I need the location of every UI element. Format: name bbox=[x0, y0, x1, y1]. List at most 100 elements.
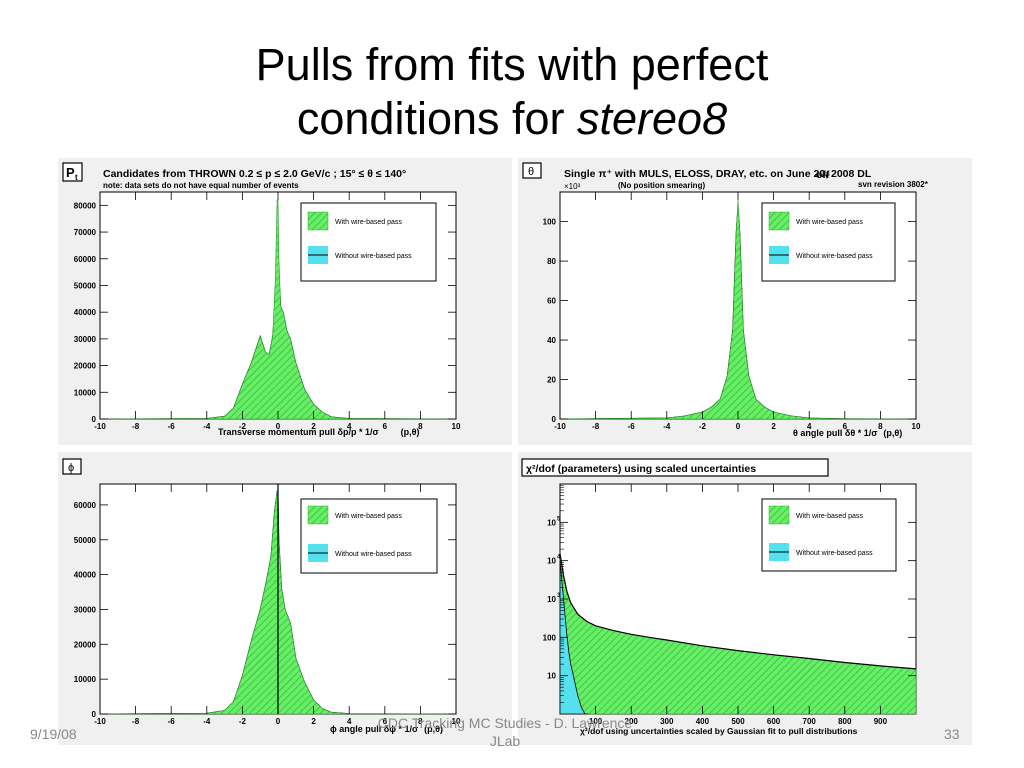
footer-center-line-1: CDC Tracking MC Studies - D. Lawrence bbox=[377, 715, 633, 731]
theta-xtick-label: 2 bbox=[771, 422, 776, 431]
panel-pt-label-sub: t bbox=[75, 173, 78, 182]
theta-legend: With wire-based pass Without wire-based … bbox=[761, 202, 896, 282]
chi2-xtick-label: 900 bbox=[874, 717, 888, 726]
theta-xtick-label: -2 bbox=[699, 422, 707, 431]
chi2-ytick-label: 10 bbox=[547, 518, 556, 527]
chi2-legend: With wire-based pass Without wire-based … bbox=[761, 498, 897, 572]
pt-xtick-label: 2 bbox=[311, 422, 316, 431]
title-line-2-prefix: conditions for bbox=[296, 93, 578, 144]
pt-xtick-label: 10 bbox=[452, 422, 461, 431]
phi-ytick-label: 60000 bbox=[74, 501, 97, 510]
phi-xtick-label: -10 bbox=[94, 717, 106, 726]
panel-pt-pull: P t Candidates from THROWN 0.2 ≤ p ≤ 2.0… bbox=[58, 158, 512, 445]
chi2-ytick-label: 10 bbox=[547, 595, 556, 604]
panel-pt-header: Candidates from THROWN 0.2 ≤ p ≤ 2.0 GeV… bbox=[103, 168, 406, 180]
chi2-ytick-exponent: 3 bbox=[557, 593, 561, 599]
theta-ytick-label: 80 bbox=[547, 257, 556, 266]
phi-ytick-label: 0 bbox=[92, 710, 97, 719]
phi-xlabel-a: ϕ angle pull δϕ * 1/σ bbox=[330, 724, 418, 734]
panel-pt-label-box: P t bbox=[62, 162, 83, 182]
panel-theta-label-box: θ bbox=[522, 162, 542, 179]
chi2-ytick-exponent: 4 bbox=[557, 555, 561, 561]
theta-ytick-label: 20 bbox=[547, 376, 556, 385]
theta-y-exponent: ×10³ bbox=[564, 182, 581, 191]
theta-xtick-label: 4 bbox=[807, 422, 812, 431]
pt-ytick-label: 0 bbox=[92, 415, 97, 424]
chi2-xlabel: χ²/dof using uncertainties scaled by Gau… bbox=[580, 726, 858, 736]
footer-page-number: 33 bbox=[944, 726, 960, 742]
chi2-xtick-label: 300 bbox=[660, 717, 674, 726]
title-line-1: Pulls from fits with perfect bbox=[255, 39, 769, 90]
chi2-ytick-label: 100 bbox=[543, 633, 557, 642]
phi-plot-area: 0 10000 20000 30000 40000 50000 60000 -10 -8 -6 -4… bbox=[74, 484, 461, 726]
pt-legend: With wire-based pass Without wire-based … bbox=[300, 202, 437, 282]
phi-xtick-label: 2 bbox=[311, 717, 316, 726]
pt-xtick-label: 8 bbox=[418, 422, 423, 431]
panel-phi-pull: ϕ 0 10000 20000 30000 40000 50000 60000 -10 -8 -6… bbox=[58, 452, 512, 745]
pt-xtick-label: 0 bbox=[276, 422, 281, 431]
phi-ytick-label: 10000 bbox=[74, 675, 97, 684]
chi2-xtick-label: 200 bbox=[625, 717, 639, 726]
panel-chi2: χ²/dof (parameters) using scaled uncerta… bbox=[518, 452, 972, 745]
phi-xtick-label: 8 bbox=[418, 717, 423, 726]
chi2-legend-with-swatch bbox=[768, 505, 790, 525]
pt-xtick-label: -8 bbox=[132, 422, 140, 431]
panel-phi-label-box: ϕ bbox=[62, 458, 82, 475]
pt-ytick-label: 20000 bbox=[74, 362, 97, 371]
phi-ytick-label: 30000 bbox=[74, 605, 97, 614]
phi-xtick-label: 6 bbox=[383, 717, 388, 726]
pt-xtick-label: -2 bbox=[239, 422, 247, 431]
theta-xlabel: θ angle pull δθ * 1/σ (p,θ) bbox=[793, 428, 902, 438]
pt-xlabel-a: Transverse momentum pull δp bbox=[218, 427, 349, 437]
theta-ytick-label: 100 bbox=[543, 218, 557, 227]
pt-xlabel-b: /p bbox=[349, 427, 358, 437]
phi-legend: With wire-based pass Without wire-based … bbox=[300, 498, 438, 574]
panel-theta-header: Single π⁺ with MULS, ELOSS, DRAY, etc. o… bbox=[564, 168, 872, 180]
theta-legend-without: Without wire-based pass bbox=[796, 253, 873, 260]
phi-ytick-label: 40000 bbox=[74, 571, 97, 580]
theta-xtick-label: 8 bbox=[878, 422, 883, 431]
pt-legend-with-swatch bbox=[307, 211, 329, 231]
chi2-legend-with: With wire-based pass bbox=[796, 513, 863, 520]
pt-xtick-label: 4 bbox=[347, 422, 352, 431]
chi2-legend-without: Without wire-based pass bbox=[796, 550, 873, 557]
panel-theta-pull: θ Single π⁺ with MULS, ELOSS, DRAY, etc.… bbox=[518, 158, 972, 445]
pt-plot-area: 0 10000 20000 30000 40000 50000 60000 70000 8000… bbox=[74, 192, 461, 431]
phi-xtick-label: -2 bbox=[239, 717, 247, 726]
theta-series-with-wire-based bbox=[559, 199, 917, 420]
phi-legend-with: With wire-based pass bbox=[335, 513, 402, 520]
phi-legend-without: Without wire-based pass bbox=[335, 551, 412, 558]
phi-xtick-label: -4 bbox=[203, 717, 211, 726]
chi2-series-with-outline bbox=[559, 553, 917, 670]
phi-ytick-label: 20000 bbox=[74, 640, 97, 649]
theta-plot-area: 0 20 40 60 80 100 -10 -8 -6 -4 -2 0 2 4 6 8 10 bbox=[543, 192, 921, 431]
pt-xtick-label: -6 bbox=[168, 422, 176, 431]
pt-legend-with: With wire-based pass bbox=[335, 219, 402, 226]
phi-xtick-label: 4 bbox=[347, 717, 352, 726]
phi-xtick-label: -8 bbox=[132, 717, 140, 726]
title-line-2-italic: stereo8 bbox=[577, 93, 728, 144]
pt-ytick-label: 40000 bbox=[74, 308, 97, 317]
pt-series-with-wire-based bbox=[99, 199, 457, 420]
chi2-ytick-label: 10 bbox=[547, 557, 556, 566]
theta-xlabel-d: (p,θ) bbox=[883, 428, 902, 438]
theta-xlabel-a: θ angle pull δθ * 1/σ bbox=[793, 428, 877, 438]
chi2-xtick-label: 600 bbox=[767, 717, 781, 726]
panel-theta-subnote: (No position smearing) bbox=[618, 181, 705, 190]
pt-xlabel-c: * 1/σ bbox=[357, 427, 379, 437]
theta-xtick-label: -10 bbox=[554, 422, 566, 431]
footer-date: 9/19/08 bbox=[30, 726, 77, 742]
phi-xtick-label: 0 bbox=[276, 717, 281, 726]
theta-ytick-label: 0 bbox=[552, 415, 557, 424]
chi2-xtick-label: 400 bbox=[696, 717, 710, 726]
phi-xtick-label: 10 bbox=[452, 717, 461, 726]
phi-xlabel: ϕ angle pull δϕ * 1/σ (p,θ) bbox=[330, 724, 443, 734]
chi2-xtick-label: 100 bbox=[589, 717, 603, 726]
theta-ytick-label: 60 bbox=[547, 297, 556, 306]
pt-xlabel-d: (p,θ) bbox=[401, 427, 420, 437]
theta-legend-with: With wire-based pass bbox=[796, 219, 863, 226]
pt-xtick-label: -4 bbox=[203, 422, 211, 431]
pt-ytick-label: 50000 bbox=[74, 281, 97, 290]
pt-legend-without: Without wire-based pass bbox=[335, 253, 412, 260]
